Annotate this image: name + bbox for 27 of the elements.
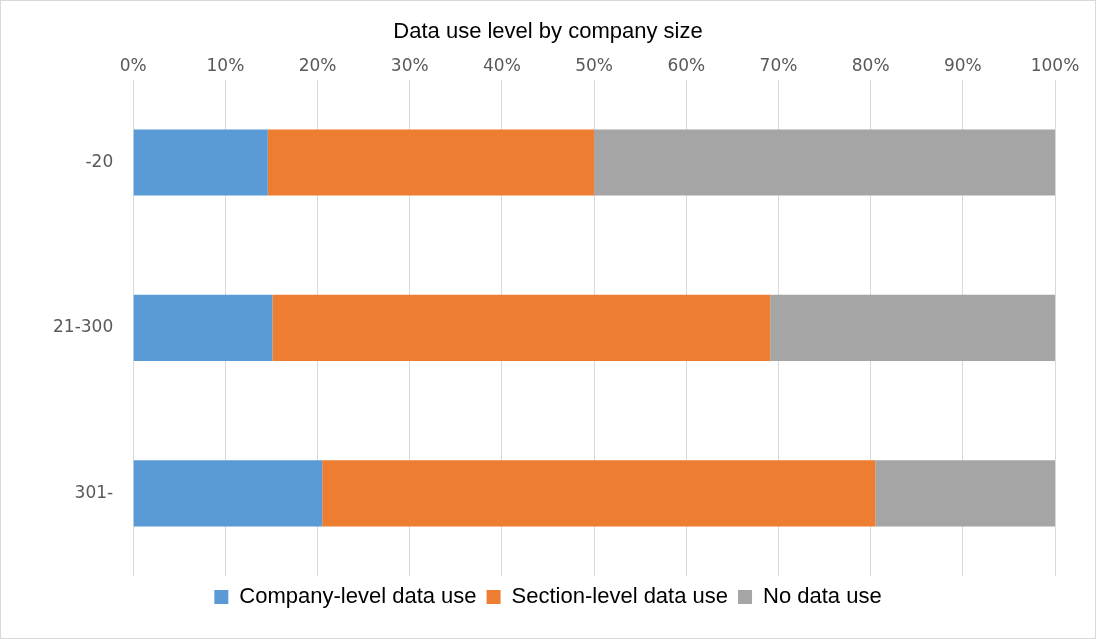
bar: [272, 294, 771, 361]
x-tick-label: 10%: [206, 55, 245, 76]
bar: [133, 129, 268, 196]
y-tick-label: 21-300: [53, 316, 114, 337]
legend-label: Section-level data use: [511, 583, 729, 609]
x-tick-label: 60%: [667, 55, 706, 76]
legend-label: No data use: [763, 583, 882, 609]
x-tick-label: 80%: [851, 55, 890, 76]
x-tick-label: 50%: [575, 55, 614, 76]
x-tick-label: 100%: [1030, 55, 1080, 76]
legend-label: Company-level data use: [239, 583, 477, 609]
y-tick-label: 301-: [74, 481, 114, 502]
bar: [133, 294, 273, 361]
bar: [770, 294, 1055, 361]
bar: [133, 460, 323, 527]
x-tick-label: 20%: [298, 55, 337, 76]
x-tick-label: 40%: [483, 55, 521, 76]
x-tick-label: 90%: [943, 55, 982, 76]
bar: [267, 129, 595, 196]
x-tick-label: 30%: [390, 55, 429, 76]
bar: [594, 129, 1055, 196]
y-tick-label: -20: [85, 150, 114, 171]
x-tick-label: 70%: [759, 55, 798, 76]
bar: [322, 460, 876, 527]
x-tick-label: 0%: [119, 55, 147, 76]
chart-title: Data use level by company size: [393, 18, 703, 44]
bar: [875, 460, 1055, 527]
